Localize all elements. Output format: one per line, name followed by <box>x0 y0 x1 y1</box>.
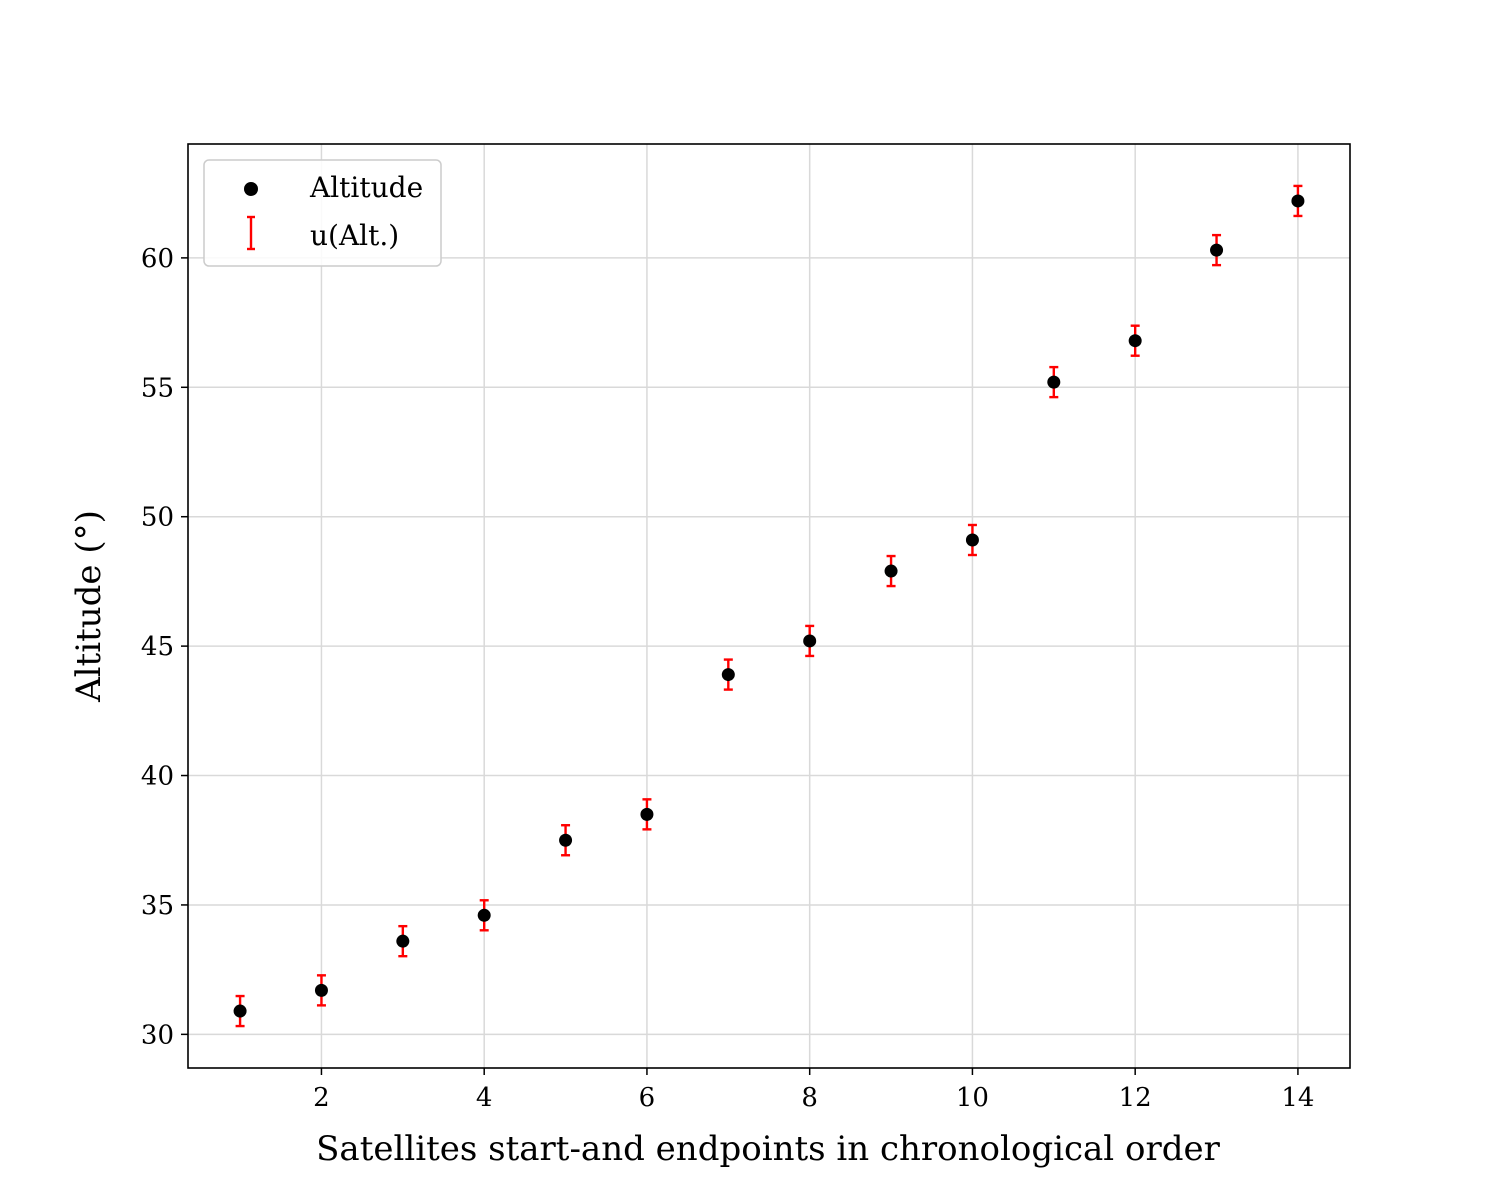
x-tick-label: 6 <box>639 1083 656 1113</box>
data-point <box>965 533 979 547</box>
y-tick-label: 40 <box>141 762 174 792</box>
x-axis-ticks: 2 4 6 8 10 12 14 <box>313 1068 1314 1113</box>
data-point <box>559 833 573 847</box>
legend-label-uncertainty: u(Alt.) <box>310 219 399 252</box>
x-tick-label: 10 <box>956 1083 989 1113</box>
data-point <box>314 983 328 997</box>
data-point <box>1128 334 1142 348</box>
legend-marker-altitude <box>244 182 258 196</box>
data-point <box>396 934 410 948</box>
x-axis-label: Satellites start-and endpoints in chrono… <box>316 1129 1220 1169</box>
grid <box>188 144 1350 1068</box>
legend-label-altitude: Altitude <box>309 171 423 204</box>
y-tick-label: 55 <box>141 373 174 403</box>
data-point <box>477 908 491 922</box>
x-tick-label: 12 <box>1119 1083 1152 1113</box>
legend-marker-uncertainty <box>247 215 255 251</box>
y-tick-label: 35 <box>141 891 174 921</box>
data-point <box>1291 194 1305 208</box>
data-point <box>884 564 898 578</box>
y-tick-label: 60 <box>141 244 174 274</box>
y-axis-ticks: 30 35 40 45 50 55 60 <box>141 244 188 1050</box>
x-tick-label: 4 <box>476 1083 493 1113</box>
data-point <box>233 1004 247 1018</box>
data-point <box>803 634 817 648</box>
data-point <box>640 807 654 821</box>
data-point <box>1210 243 1224 257</box>
y-tick-label: 50 <box>141 503 174 533</box>
y-tick-label: 45 <box>141 632 174 662</box>
legend: Altitude u(Alt.) <box>203 159 442 267</box>
legend-box <box>203 159 442 267</box>
y-axis-label: Altitude (°) <box>69 510 109 703</box>
x-tick-label: 8 <box>801 1083 818 1113</box>
y-tick-label: 30 <box>141 1020 174 1050</box>
plot-frame <box>187 143 1351 1069</box>
x-tick-label: 14 <box>1281 1083 1314 1113</box>
data-point <box>721 668 735 682</box>
data-point <box>1047 375 1061 389</box>
x-tick-label: 2 <box>313 1083 330 1113</box>
data-points <box>233 194 1305 1018</box>
